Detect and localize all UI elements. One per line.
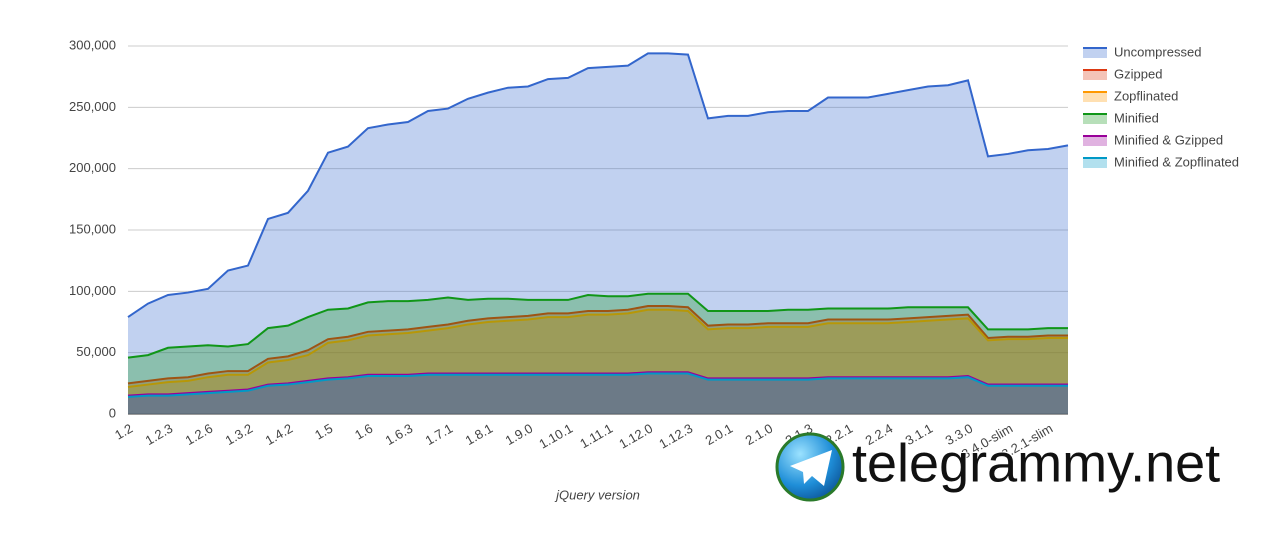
x-tick-label: 1.6 [352, 421, 375, 443]
line [127, 372, 1068, 398]
legend-swatch [1083, 136, 1107, 146]
legend-swatch [1083, 48, 1107, 58]
x-axis-title: jQuery version [554, 487, 640, 502]
legend-swatch [1083, 158, 1107, 168]
legend-label: Minified & Gzipped [1114, 132, 1223, 147]
legend-label: Gzipped [1114, 66, 1162, 81]
plot-area: 0 50,000 100,000 150,000 200,000 250,000 300,0… [69, 37, 1069, 462]
legend-label: Uncompressed [1114, 44, 1201, 59]
x-tick-label: 1.9.0 [503, 421, 536, 448]
x-tick-label: 2.1.0 [743, 421, 776, 448]
x-tick-label: 1.2.6 [183, 421, 216, 448]
x-tick-label: 1.4.2 [263, 421, 296, 448]
legend-item: Minified [1083, 110, 1159, 125]
x-tick-label: 2.0.1 [703, 421, 736, 448]
y-tick-label: 150,000 [69, 221, 116, 236]
line [127, 371, 1068, 397]
x-tick-label: 1.10.1 [536, 421, 575, 452]
legend-swatch [1083, 92, 1107, 102]
x-tick-label: 1.8.1 [463, 421, 496, 448]
y-tick-label: 100,000 [69, 283, 116, 298]
x-tick-label: 1.7.1 [423, 421, 456, 448]
line [127, 52, 1069, 318]
y-tick-label: 300,000 [69, 37, 116, 52]
area [128, 309, 1068, 414]
area [128, 373, 1068, 414]
legend-label: Minified [1114, 110, 1159, 125]
legend-item: Minified & Gzipped [1083, 132, 1223, 147]
area [128, 372, 1068, 414]
legend-item: Zopflinated [1083, 88, 1178, 103]
legend-swatch [1083, 114, 1107, 124]
x-tick-label: 1.6.3 [383, 421, 416, 448]
line [127, 292, 1068, 359]
watermark-logo [775, 432, 845, 502]
watermark: telegrammy.net [852, 433, 1220, 493]
y-tick-label: 0 [109, 405, 116, 420]
y-tick-label: 250,000 [69, 99, 116, 114]
x-tick-label: 1.11.1 [577, 421, 615, 452]
line [127, 305, 1068, 385]
x-tick-label: 1.3.2 [223, 421, 256, 448]
x-tick-label: 1.12.0 [616, 421, 655, 452]
x-tick-label: 1.2.3 [143, 421, 176, 448]
y-tick-label: 50,000 [76, 344, 116, 359]
legend-item: Gzipped [1083, 66, 1162, 81]
legend-item: Minified & Zopflinated [1083, 154, 1239, 169]
legend-label: Minified & Zopflinated [1114, 154, 1239, 169]
x-tick-label: 1.2 [112, 421, 135, 443]
x-tick-label: 1.12.3 [656, 421, 695, 452]
line [127, 308, 1068, 389]
x-tick-label: 1.5 [312, 421, 335, 443]
y-tick-label: 200,000 [69, 160, 116, 175]
legend-label: Zopflinated [1114, 88, 1178, 103]
area [128, 293, 1068, 414]
legend-swatch [1083, 70, 1107, 80]
legend-item: Uncompressed [1083, 44, 1201, 59]
